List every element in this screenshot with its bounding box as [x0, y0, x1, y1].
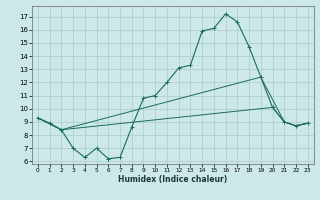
X-axis label: Humidex (Indice chaleur): Humidex (Indice chaleur): [118, 175, 228, 184]
